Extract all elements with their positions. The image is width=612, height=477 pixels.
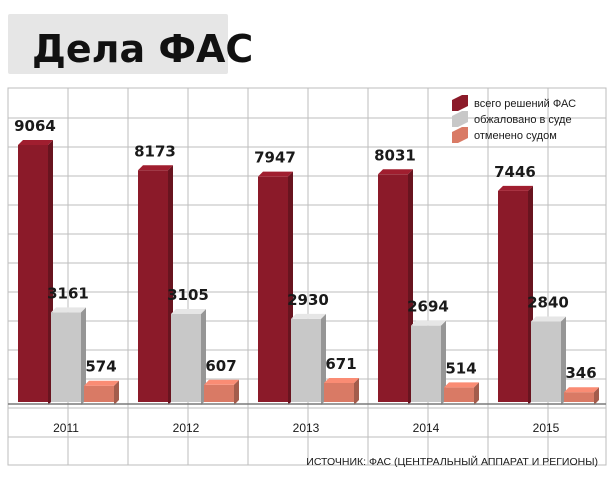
x-tick-label: 2011 — [53, 421, 79, 435]
x-tick-label: 2013 — [293, 421, 320, 435]
bar-appealed-2012 — [171, 308, 206, 405]
bar-cancelled-2012 — [204, 379, 239, 405]
value-label-total-2011: 9064 — [14, 117, 56, 135]
value-label-appealed-2011: 3161 — [47, 284, 89, 302]
bar-total-2014 — [378, 169, 413, 405]
value-label-cancelled-2011: 574 — [85, 358, 116, 376]
x-tick-label: 2015 — [533, 421, 560, 435]
bar-cancelled-2011 — [84, 380, 119, 405]
value-label-appealed-2013: 2930 — [287, 291, 329, 309]
value-labels: 9064 3161 574 8173 3105 607 7947 2930 671 8031 269… — [14, 117, 597, 382]
title-block: Дела ФАС — [8, 14, 253, 74]
bar-appealed-2015 — [531, 316, 566, 405]
value-label-total-2015: 7446 — [494, 163, 536, 181]
legend-label-appealed: обжаловано в суде — [474, 114, 572, 126]
title-background — [8, 14, 228, 74]
x-tick-label: 2014 — [413, 421, 440, 435]
bar-total-2012 — [138, 165, 173, 405]
bar-cancelled-2014 — [444, 382, 479, 405]
x-tick-label: 2012 — [173, 421, 200, 435]
value-label-appealed-2012: 3105 — [167, 286, 209, 304]
bars — [18, 140, 599, 405]
value-label-total-2013: 7947 — [254, 149, 296, 167]
value-label-cancelled-2014: 514 — [445, 359, 476, 377]
legend-swatch-cancelled — [452, 127, 468, 143]
x-axis: 2011 2012 2013 2014 2015 — [8, 403, 606, 435]
bar-cancelled-2013 — [324, 377, 359, 405]
value-label-total-2012: 8173 — [134, 142, 176, 160]
legend-swatch-total — [452, 95, 468, 111]
legend-swatch-appealed — [452, 111, 468, 127]
legend: всего решений ФАС обжаловано в суде отмене… — [452, 95, 576, 143]
bar-appealed-2011 — [51, 307, 86, 405]
bar-total-2011 — [18, 140, 53, 405]
value-label-cancelled-2013: 671 — [325, 355, 356, 373]
value-label-total-2014: 8031 — [374, 146, 416, 164]
source-note: ИСТОЧНИК: ФАС (ЦЕНТРАЛЬНЫЙ АППАРАТ И РЕГ… — [306, 455, 598, 468]
bar-appealed-2013 — [291, 313, 326, 405]
value-label-appealed-2015: 2840 — [527, 293, 569, 311]
legend-label-cancelled: отменено судом — [474, 130, 557, 142]
bar-total-2013 — [258, 171, 293, 405]
bar-appealed-2014 — [411, 320, 446, 405]
legend-label-total: всего решений ФАС — [474, 98, 576, 110]
value-label-cancelled-2015: 346 — [565, 364, 596, 382]
bar-cancelled-2015 — [564, 387, 599, 405]
value-label-cancelled-2012: 607 — [205, 357, 236, 375]
chart-title: Дела ФАС — [32, 27, 253, 71]
value-label-appealed-2014: 2694 — [407, 298, 449, 316]
